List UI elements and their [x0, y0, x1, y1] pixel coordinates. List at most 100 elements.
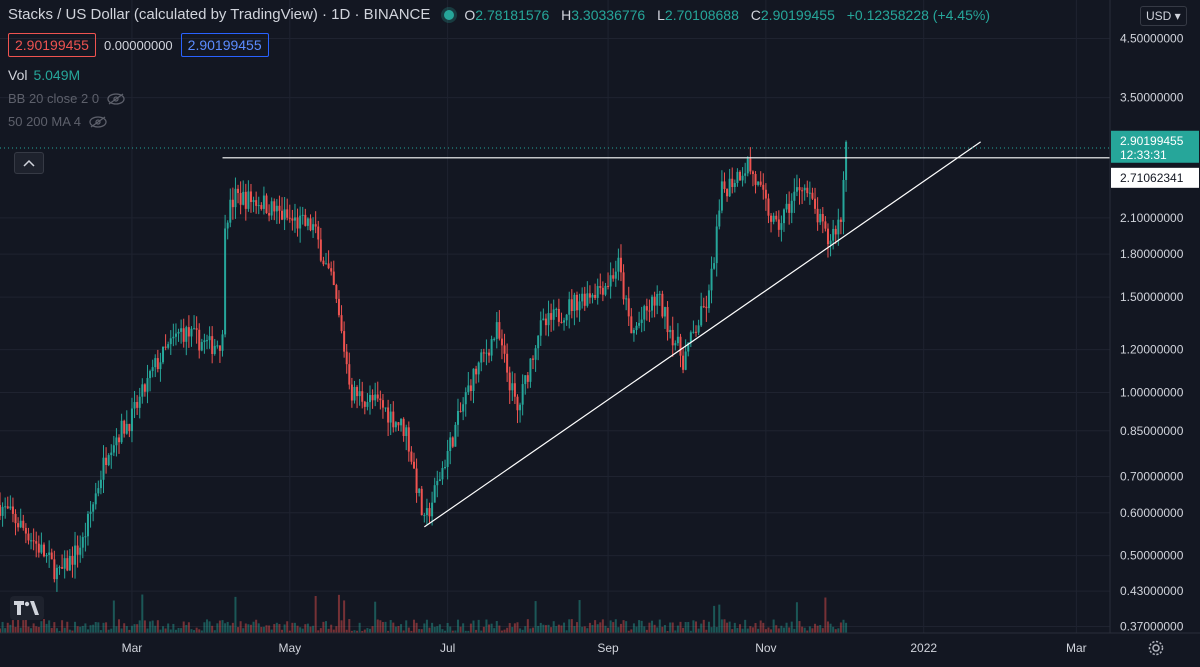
candle-body	[596, 286, 599, 298]
candle-body	[643, 306, 646, 320]
candle-body	[231, 199, 234, 208]
candle-body	[733, 182, 736, 188]
indicator-ma[interactable]: 50 200 MA 4	[8, 114, 998, 129]
candle-body	[397, 422, 400, 426]
candle-body	[687, 342, 690, 352]
candle-body	[726, 189, 729, 197]
volume-bar	[770, 629, 773, 633]
y-tick-label: 1.20000000	[1120, 343, 1184, 357]
volume-bar	[444, 630, 447, 633]
sell-price-box[interactable]: 2.90199455	[8, 33, 96, 57]
eye-off-icon[interactable]	[107, 92, 125, 105]
eye-off-icon[interactable]	[89, 115, 107, 128]
candle-body	[594, 294, 597, 298]
volume-bar	[733, 622, 736, 633]
candle-body	[252, 200, 255, 203]
candle-body	[159, 362, 162, 370]
candle-body	[110, 452, 113, 456]
candle-body	[374, 394, 377, 401]
candle-body	[120, 420, 123, 443]
volume-bar	[643, 626, 646, 633]
resistance-price-label: 2.71062341	[1120, 171, 1184, 185]
candle-body	[821, 213, 824, 222]
candle-body	[265, 195, 268, 214]
volume-bar	[651, 620, 654, 633]
candle-body	[42, 544, 45, 557]
candle-body	[115, 437, 118, 446]
gear-icon[interactable]	[1148, 640, 1164, 656]
volume-bar	[35, 626, 38, 633]
currency-selector[interactable]: USD ▾	[1140, 6, 1187, 26]
volume-bar	[185, 624, 188, 633]
candle-body	[816, 208, 819, 223]
collapse-legend-button[interactable]	[14, 152, 44, 174]
volume-bar	[436, 626, 439, 633]
volume-bar	[32, 623, 35, 633]
volume-bar	[410, 630, 413, 633]
candle-body	[431, 502, 434, 517]
volume-bar	[777, 628, 780, 633]
candle-body	[635, 325, 638, 331]
volume-bar	[718, 604, 721, 633]
volume-bar	[361, 630, 364, 633]
volume-bar	[431, 622, 434, 633]
volume-bar	[695, 621, 698, 633]
candle-body	[45, 554, 48, 557]
support-trendline[interactable]	[423, 141, 981, 528]
volume-bar	[247, 624, 250, 633]
candle-body	[488, 352, 491, 356]
volume-bar	[332, 629, 335, 633]
candle-body	[53, 559, 56, 580]
candle-body	[136, 402, 139, 408]
volume-bar	[278, 624, 281, 633]
candle-body	[573, 294, 576, 311]
volume-bar	[586, 628, 589, 633]
volume-bar	[288, 630, 291, 633]
tradingview-logo-icon[interactable]	[10, 596, 44, 620]
volume-bar	[234, 596, 237, 633]
volume-bar	[42, 619, 45, 633]
candle-body	[337, 298, 340, 316]
candle-body	[542, 318, 545, 321]
candle-body	[195, 328, 198, 330]
x-tick-label: 2022	[910, 641, 937, 655]
candle-body	[477, 362, 480, 375]
volume-bar	[61, 620, 64, 633]
candle-body	[689, 332, 692, 343]
candle-body	[739, 171, 741, 181]
y-tick-label: 0.60000000	[1120, 506, 1184, 520]
candle-body	[462, 404, 465, 412]
candle-body	[764, 189, 767, 199]
volume-bar	[557, 624, 560, 633]
candle-body	[467, 385, 470, 393]
volume-bar	[516, 622, 519, 633]
volume-bar	[842, 619, 845, 633]
candle-body	[185, 327, 188, 342]
volume-bar	[24, 619, 27, 633]
candle-body	[14, 513, 17, 524]
volume-bar	[356, 630, 359, 633]
volume-bar	[337, 594, 340, 633]
volume-bar	[803, 627, 806, 633]
candle-body	[684, 351, 687, 370]
volume-bar	[348, 619, 351, 633]
candle-body	[203, 340, 206, 343]
y-tick-label: 0.85000000	[1120, 424, 1184, 438]
market-status-dot[interactable]	[444, 9, 455, 20]
candle-body	[384, 407, 387, 409]
candle-body	[162, 346, 165, 363]
buy-price-box[interactable]: 2.90199455	[180, 33, 269, 57]
volume-bar	[79, 626, 82, 633]
volume-bar	[37, 627, 40, 633]
volume-bar	[27, 626, 30, 633]
candle-body	[128, 423, 131, 432]
volume-bar	[358, 622, 361, 633]
volume-bar	[92, 624, 95, 633]
candle-body	[71, 555, 74, 565]
indicator-bb[interactable]: BB 20 close 2 0	[8, 91, 998, 106]
candle-body	[86, 513, 89, 537]
candle-body	[845, 141, 848, 180]
volume-bar	[384, 621, 387, 633]
